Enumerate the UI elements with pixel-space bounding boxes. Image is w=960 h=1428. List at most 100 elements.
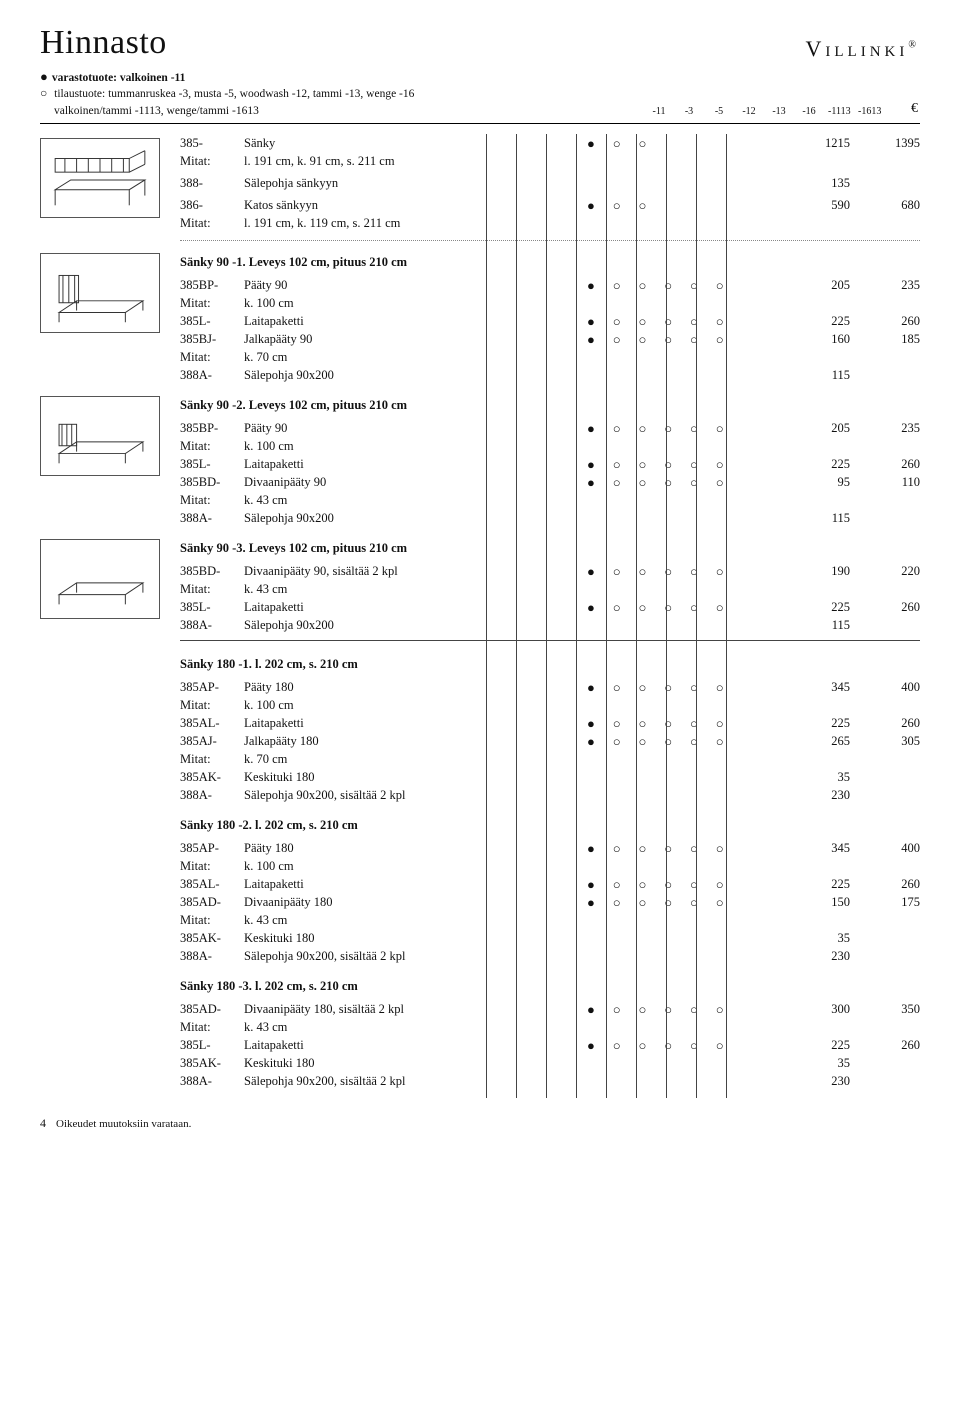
filled-dot-icon: ● (582, 896, 600, 909)
footer-notice: Oikeudet muutoksiin varataan. (56, 1118, 191, 1130)
price-1: 300 (780, 1001, 850, 1018)
open-dot-icon: ○ (711, 1039, 729, 1052)
product-name: k. 100 cm (244, 697, 582, 714)
price-section: Sänky 180 -2. l. 202 cm, s. 210 cm385AP-… (40, 812, 920, 965)
legend: ● varastotuote: valkoinen -11 ○ tilaustu… (40, 68, 920, 119)
price-row: 388-Sälepohja sänkyyn 135 (180, 174, 920, 192)
open-dot-icon: ○ (685, 717, 703, 730)
product-name: Sälepohja 90x200, sisältää 2 kpl (244, 948, 582, 965)
open-dot-icon: ○ (608, 476, 626, 489)
page-number: 4 (40, 1116, 46, 1131)
filled-dot-icon: ● (582, 279, 600, 292)
price-1: 35 (780, 1055, 850, 1072)
product-code: 385AK- (180, 930, 244, 947)
price-2: 175 (850, 894, 920, 911)
filled-dot-icon: ● (582, 1003, 600, 1016)
open-dot-icon: ○ (685, 476, 703, 489)
section-dotline (180, 240, 920, 241)
open-dot-icon: ○ (634, 476, 652, 489)
mitat-label: Mitat: (180, 153, 244, 170)
product-code: 385AK- (180, 769, 244, 786)
price-2: 235 (850, 420, 920, 437)
filled-dot-icon: ● (582, 681, 600, 694)
price-2: 185 (850, 331, 920, 348)
price-row: 385AD-Divaanipääty 180●○○○○○ 150175 (180, 893, 920, 911)
product-name: Laitapaketti (244, 599, 582, 616)
filled-dot-icon: ● (582, 565, 600, 578)
product-name: Jalkapääty 180 (244, 733, 582, 750)
price-row: Mitat:k. 43 cm (180, 491, 920, 509)
price-row: 385-Sänky●○○ 12151395 (180, 134, 920, 152)
open-dot-icon: ○ (711, 878, 729, 891)
product-name: k. 100 cm (244, 295, 582, 312)
open-dot-icon: ○ (711, 476, 729, 489)
price-section: Sänky 90 -1. Leveys 102 cm, pituus 210 c… (40, 249, 920, 384)
price-2: 350 (850, 1001, 920, 1018)
column-header: -13 (768, 105, 790, 120)
price-1: 225 (780, 1037, 850, 1054)
price-section: Sänky 90 -2. Leveys 102 cm, pituus 210 c… (40, 392, 920, 527)
open-dot-icon: ○ (659, 1003, 677, 1016)
empty-cell (737, 681, 755, 694)
open-dot-icon: ○ (608, 1003, 626, 1016)
empty-cell (659, 199, 677, 212)
product-name: Divaanipääty 90 (244, 474, 582, 491)
open-dot-icon: ○ (711, 422, 729, 435)
price-1: 225 (780, 876, 850, 893)
legend-combo: valkoinen/tammi -1113, wenge/tammi -1613 (54, 103, 259, 120)
empty-cell (737, 199, 755, 212)
availability-markers: ●○○○○○ (582, 458, 780, 471)
price-list-content: 385-Sänky●○○ 12151395Mitat:l. 191 cm, k.… (40, 134, 920, 1098)
product-name: Jalkapääty 90 (244, 331, 582, 348)
open-dot-icon: ○ (685, 896, 703, 909)
price-row: Mitat:k. 100 cm (180, 294, 920, 312)
open-dot-icon: ○ (711, 896, 729, 909)
open-dot-icon: ○ (659, 601, 677, 614)
open-dot-icon: ○ (608, 681, 626, 694)
product-code: 388A- (180, 948, 244, 965)
open-dot-icon: ○ (608, 842, 626, 855)
price-1: 345 (780, 840, 850, 857)
availability-markers: ●○○ (582, 137, 780, 150)
open-dot-icon: ○ (659, 878, 677, 891)
open-dot-icon: ○ (685, 422, 703, 435)
product-name: Sälepohja 90x200, sisältää 2 kpl (244, 1073, 582, 1090)
availability-markers: ●○○○○○ (582, 1003, 780, 1016)
price-row: 388A-Sälepohja 90x200 115 (180, 616, 920, 634)
product-code: 385BP- (180, 420, 244, 437)
empty-cell (737, 896, 755, 909)
mitat-label: Mitat: (180, 349, 244, 366)
brand-logo: Villinki® (806, 36, 920, 62)
price-row: 385BD-Divaanipääty 90, sisältää 2 kpl●○○… (180, 562, 920, 580)
mitat-label: Mitat: (180, 295, 244, 312)
open-dot-icon: ○ (608, 565, 626, 578)
column-header: -16 (798, 105, 820, 120)
price-row: 385AP-Pääty 180●○○○○○ 345400 (180, 678, 920, 696)
empty-cell (762, 315, 780, 328)
product-name: Keskituki 180 (244, 1055, 582, 1072)
open-dot-icon: ○ (711, 1003, 729, 1016)
column-header: -1113 (828, 105, 850, 120)
price-row: 385AL-Laitapaketti●○○○○○ 225260 (180, 714, 920, 732)
mitat-label: Mitat: (180, 912, 244, 929)
column-headers: -11-3-5-12-13-16-1113-1613 (648, 105, 880, 120)
product-name: Sänky (244, 135, 582, 152)
availability-markers: ●○○○○○ (582, 878, 780, 891)
empty-cell (659, 137, 677, 150)
empty-cell (737, 565, 755, 578)
open-dot-icon: ○ (685, 601, 703, 614)
empty-cell (762, 878, 780, 891)
empty-cell (762, 422, 780, 435)
price-2: 305 (850, 733, 920, 750)
product-name: Divaanipääty 90, sisältää 2 kpl (244, 563, 582, 580)
open-dot-icon: ○ (634, 199, 652, 212)
product-code: 385AL- (180, 876, 244, 893)
open-dot-icon: ○ (685, 458, 703, 471)
price-1: 345 (780, 679, 850, 696)
price-1: 225 (780, 715, 850, 732)
price-2: 260 (850, 715, 920, 732)
open-dot-icon: ○ (659, 842, 677, 855)
open-dot-icon: ○ (634, 333, 652, 346)
price-1: 1215 (780, 135, 850, 152)
open-dot-icon: ○ (711, 565, 729, 578)
